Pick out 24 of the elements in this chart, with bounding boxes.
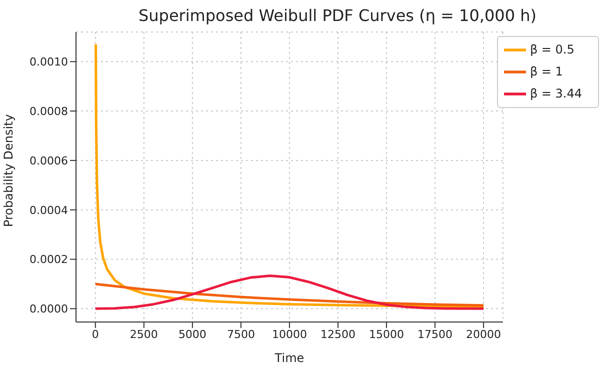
y-tick-label: 0.0004: [30, 204, 68, 217]
y-tick-label: 0.0006: [30, 154, 68, 168]
legend-label: β = 0.5: [530, 42, 574, 56]
x-tick-label: 10000: [272, 328, 307, 341]
line-series: [94, 282, 485, 307]
x-tick-label: 0: [92, 328, 99, 341]
legend-label: β = 1: [530, 64, 563, 78]
x-tick-label: 5000: [178, 328, 206, 341]
x-tick-label: 7500: [226, 328, 255, 341]
x-tick-label: 12500: [320, 328, 356, 341]
y-axis-title: Probability Density: [1, 114, 16, 227]
x-tick-label: 2500: [130, 328, 158, 341]
y-tick-label: 0.0010: [30, 56, 68, 69]
x-tick-label: 20000: [466, 328, 502, 341]
y-tick-label: 0.0000: [30, 302, 68, 316]
x-axis-title: Time: [274, 351, 304, 365]
line-series: [94, 43, 485, 308]
chart-title: Superimposed Weibull PDF Curves (η = 10,000 h): [137, 6, 538, 25]
x-tick-label: 17500: [418, 328, 453, 341]
y-tick-label: 0.0008: [30, 104, 68, 118]
line-series: [94, 274, 485, 310]
x-tick-label: 15000: [369, 328, 404, 341]
legend-label: β = 3.44: [530, 86, 582, 100]
y-tick-label: 0.0002: [30, 253, 68, 266]
